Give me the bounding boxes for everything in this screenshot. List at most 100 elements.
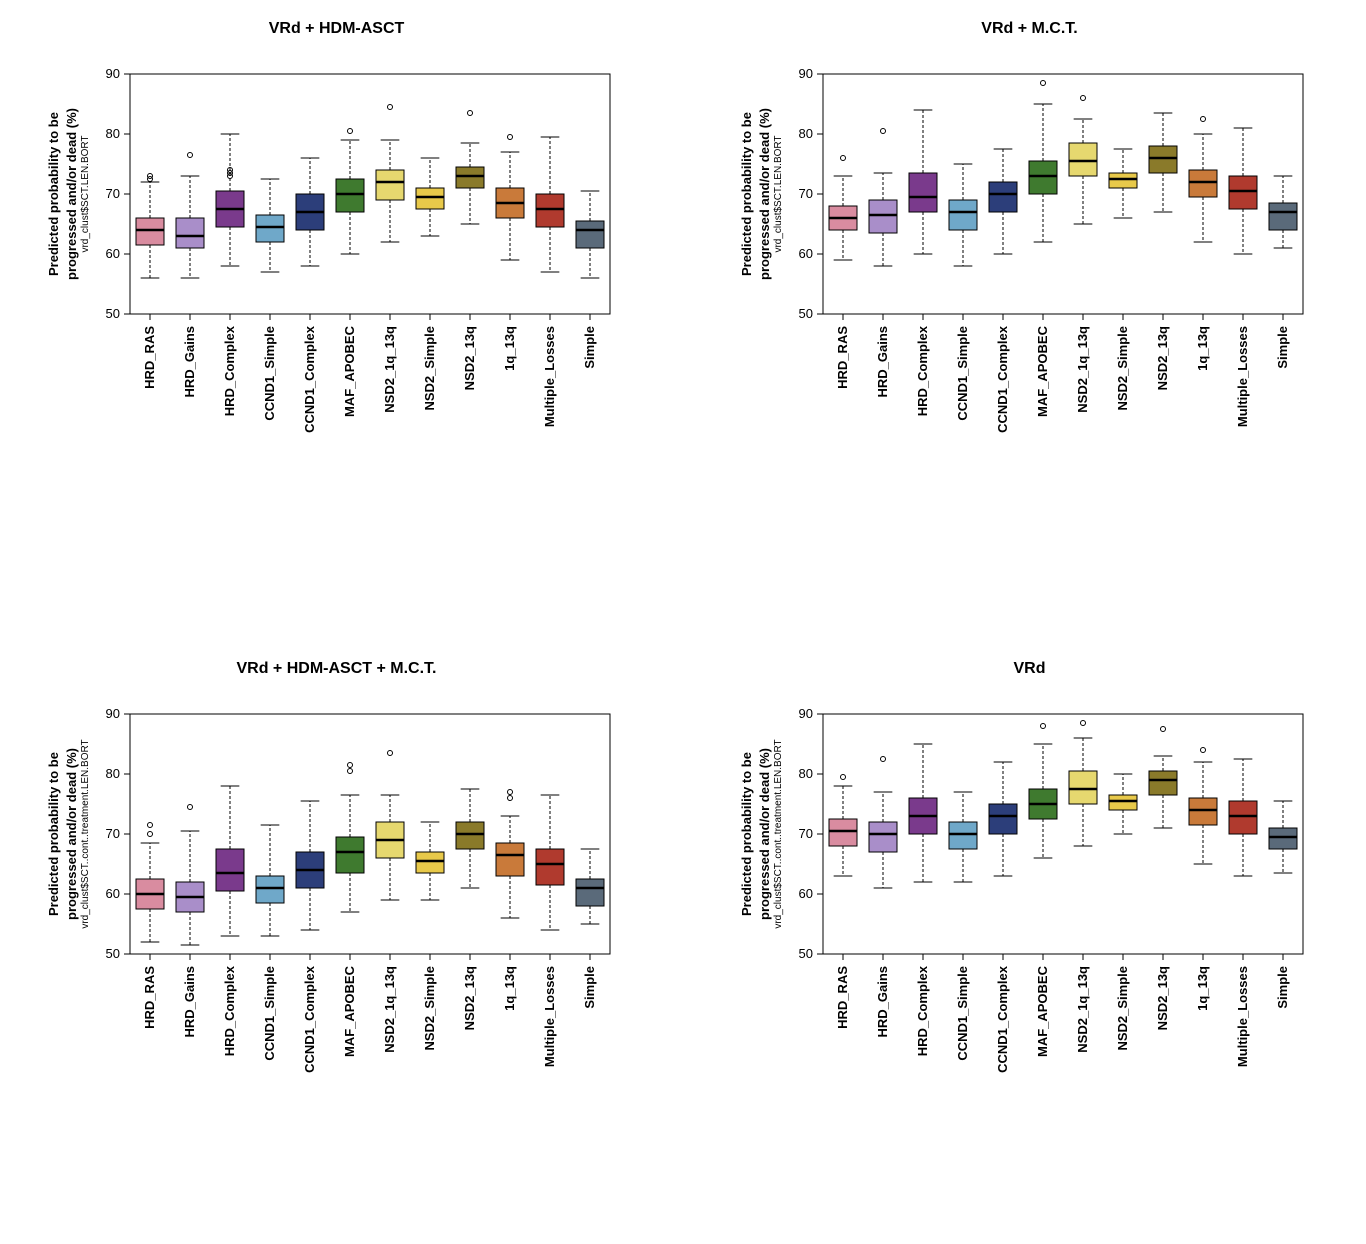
box-3 [256, 215, 284, 242]
category-label-6: NSD2_1q_13q [382, 326, 397, 413]
outlier [508, 135, 513, 140]
category-label-0: HRD_RAS [835, 966, 850, 1029]
category-label-4: CCND1_Complex [995, 965, 1010, 1073]
box-5 [336, 179, 364, 212]
y-axis-label-line1: Predicted probability to be [739, 112, 754, 276]
category-label-3: CCND1_Simple [955, 326, 970, 421]
outlier [1161, 727, 1166, 732]
panel-0: VRd + HDM-ASCT5060708090Predicted probab… [20, 20, 653, 580]
category-label-2: HRD_Complex [915, 325, 930, 416]
ytick-label: 90 [106, 66, 120, 81]
box-8 [1149, 146, 1177, 173]
y-axis-label-line1: Predicted probability to be [46, 752, 61, 916]
y-axis-label-line2: progressed and/or dead (%) [757, 748, 772, 920]
category-label-8: NSD2_13q [1155, 966, 1170, 1030]
y-axis-sublabel: vrd_clust$SCT..cont..treatment.LEN.BORT [80, 739, 91, 928]
ytick-label: 90 [106, 706, 120, 721]
category-label-10: Multiple_Losses [1235, 966, 1250, 1067]
category-label-5: MAF_APOBEC [1035, 325, 1050, 417]
category-label-10: Multiple_Losses [1235, 326, 1250, 427]
box-8 [1149, 771, 1177, 795]
box-3 [256, 876, 284, 903]
panel-1: VRd + M.C.T.5060708090Predicted probabil… [713, 20, 1346, 580]
outlier [1041, 724, 1046, 729]
outlier [388, 105, 393, 110]
ytick-label: 60 [106, 886, 120, 901]
ytick-label: 70 [106, 186, 120, 201]
boxplot-panel-1: 5060708090Predicted probability to bepro… [713, 44, 1333, 564]
outlier [348, 129, 353, 134]
ytick-label: 60 [799, 886, 813, 901]
category-label-6: NSD2_1q_13q [1075, 326, 1090, 413]
outlier [148, 832, 153, 837]
outlier [508, 790, 513, 795]
category-label-10: Multiple_Losses [542, 326, 557, 427]
outlier [1201, 748, 1206, 753]
box-7 [416, 852, 444, 873]
box-6 [1069, 771, 1097, 804]
category-label-7: NSD2_Simple [422, 966, 437, 1051]
outlier [508, 796, 513, 801]
category-label-8: NSD2_13q [1155, 326, 1170, 390]
box-1 [869, 822, 897, 852]
category-label-11: Simple [1275, 326, 1290, 369]
ytick-label: 80 [106, 126, 120, 141]
ytick-label: 80 [799, 766, 813, 781]
box-4 [989, 804, 1017, 834]
outlier [1201, 117, 1206, 122]
boxplot-panel-3: 5060708090Predicted probability to bepro… [713, 684, 1333, 1204]
ytick-label: 50 [799, 946, 813, 961]
category-label-1: HRD_Gains [875, 326, 890, 398]
y-axis-sublabel: vrd_clust$SCT.LEN.BORT [80, 135, 91, 252]
panel-title: VRd + HDM-ASCT + M.C.T. [20, 660, 653, 678]
category-label-0: HRD_RAS [142, 966, 157, 1029]
outlier [1041, 81, 1046, 86]
boxplot-panel-0: 5060708090Predicted probability to bepro… [20, 44, 640, 564]
category-label-7: NSD2_Simple [1115, 326, 1130, 411]
ytick-label: 80 [799, 126, 813, 141]
panel-2: VRd + HDM-ASCT + M.C.T.5060708090Predict… [20, 660, 653, 1220]
category-label-1: HRD_Gains [182, 966, 197, 1038]
box-8 [456, 822, 484, 849]
category-label-11: Simple [582, 966, 597, 1009]
box-10 [536, 194, 564, 227]
category-label-5: MAF_APOBEC [1035, 965, 1050, 1057]
outlier [188, 153, 193, 158]
box-6 [376, 170, 404, 200]
category-label-9: 1q_13q [502, 326, 517, 371]
outlier [348, 769, 353, 774]
category-label-6: NSD2_1q_13q [382, 966, 397, 1053]
category-label-2: HRD_Complex [915, 965, 930, 1056]
box-1 [869, 200, 897, 233]
ytick-label: 70 [799, 186, 813, 201]
ytick-label: 90 [799, 66, 813, 81]
y-axis-label-line1: Predicted probability to be [739, 752, 754, 916]
box-0 [136, 218, 164, 245]
outlier [1081, 721, 1086, 726]
outlier [148, 823, 153, 828]
panel-title: VRd + M.C.T. [713, 20, 1346, 38]
category-label-11: Simple [582, 326, 597, 369]
category-label-2: HRD_Complex [222, 325, 237, 416]
y-axis-sublabel: vrd_clust$SCT.LEN.BORT [773, 135, 784, 252]
box-3 [949, 200, 977, 230]
ytick-label: 70 [106, 826, 120, 841]
ytick-label: 50 [106, 946, 120, 961]
category-label-8: NSD2_13q [462, 326, 477, 390]
outlier [388, 751, 393, 756]
outlier [881, 757, 886, 762]
category-label-9: 1q_13q [502, 966, 517, 1011]
category-label-3: CCND1_Simple [262, 326, 277, 421]
category-label-4: CCND1_Complex [302, 965, 317, 1073]
outlier [1081, 96, 1086, 101]
box-2 [216, 849, 244, 891]
box-2 [909, 173, 937, 212]
box-11 [1269, 828, 1297, 849]
box-5 [336, 837, 364, 873]
outlier [188, 805, 193, 810]
ytick-label: 70 [799, 826, 813, 841]
box-8 [456, 167, 484, 188]
box-7 [1109, 795, 1137, 810]
category-label-11: Simple [1275, 966, 1290, 1009]
box-11 [1269, 203, 1297, 230]
